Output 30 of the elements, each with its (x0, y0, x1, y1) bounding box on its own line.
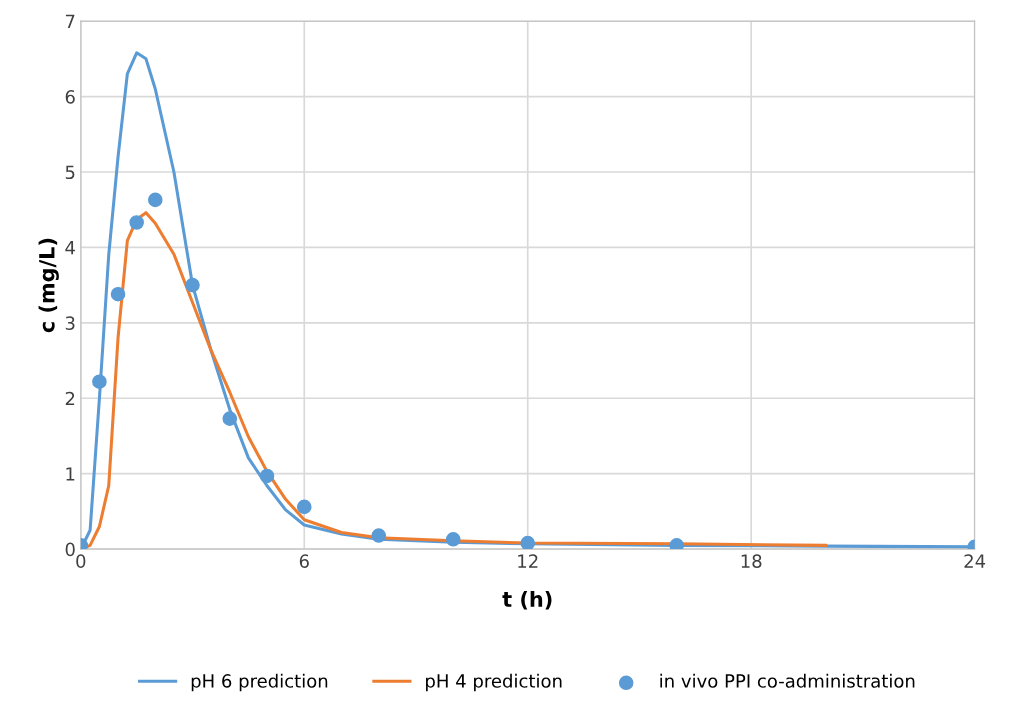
x-tick-label: 0 (76, 554, 86, 568)
point (129, 215, 144, 230)
point (110, 286, 126, 302)
y-tick-label: 3 (65, 316, 75, 330)
y-tick-label: 6 (65, 90, 75, 104)
point (222, 411, 238, 426)
legend-label: in vivo PPI co-administration (660, 673, 915, 688)
point (296, 499, 312, 515)
y-tick-label: 4 (65, 241, 75, 255)
y-tick-label: 5 (65, 165, 75, 180)
x-tick-label: 6 (299, 554, 309, 568)
point (520, 535, 536, 550)
y-tick-label: 0 (65, 542, 75, 557)
x-tick-label: 24 (964, 554, 986, 568)
point (185, 277, 200, 293)
legend-label: pH 4 prediction (426, 673, 562, 692)
point (148, 192, 163, 208)
x-tick-label: 18 (741, 554, 762, 568)
y-tick-label: 2 (65, 391, 75, 406)
y-axis-title: c (mg/L) (38, 238, 59, 333)
x-tick-label: 12 (518, 554, 538, 568)
point (259, 468, 275, 484)
point (371, 528, 387, 543)
point (92, 374, 107, 389)
point (669, 538, 684, 550)
x-axis-title: t (h) (502, 590, 552, 610)
point (445, 532, 461, 547)
legend-label: pH 6 prediction (191, 673, 328, 692)
y-tick-label: 7 (65, 14, 75, 28)
y-tick-label: 1 (66, 467, 75, 481)
